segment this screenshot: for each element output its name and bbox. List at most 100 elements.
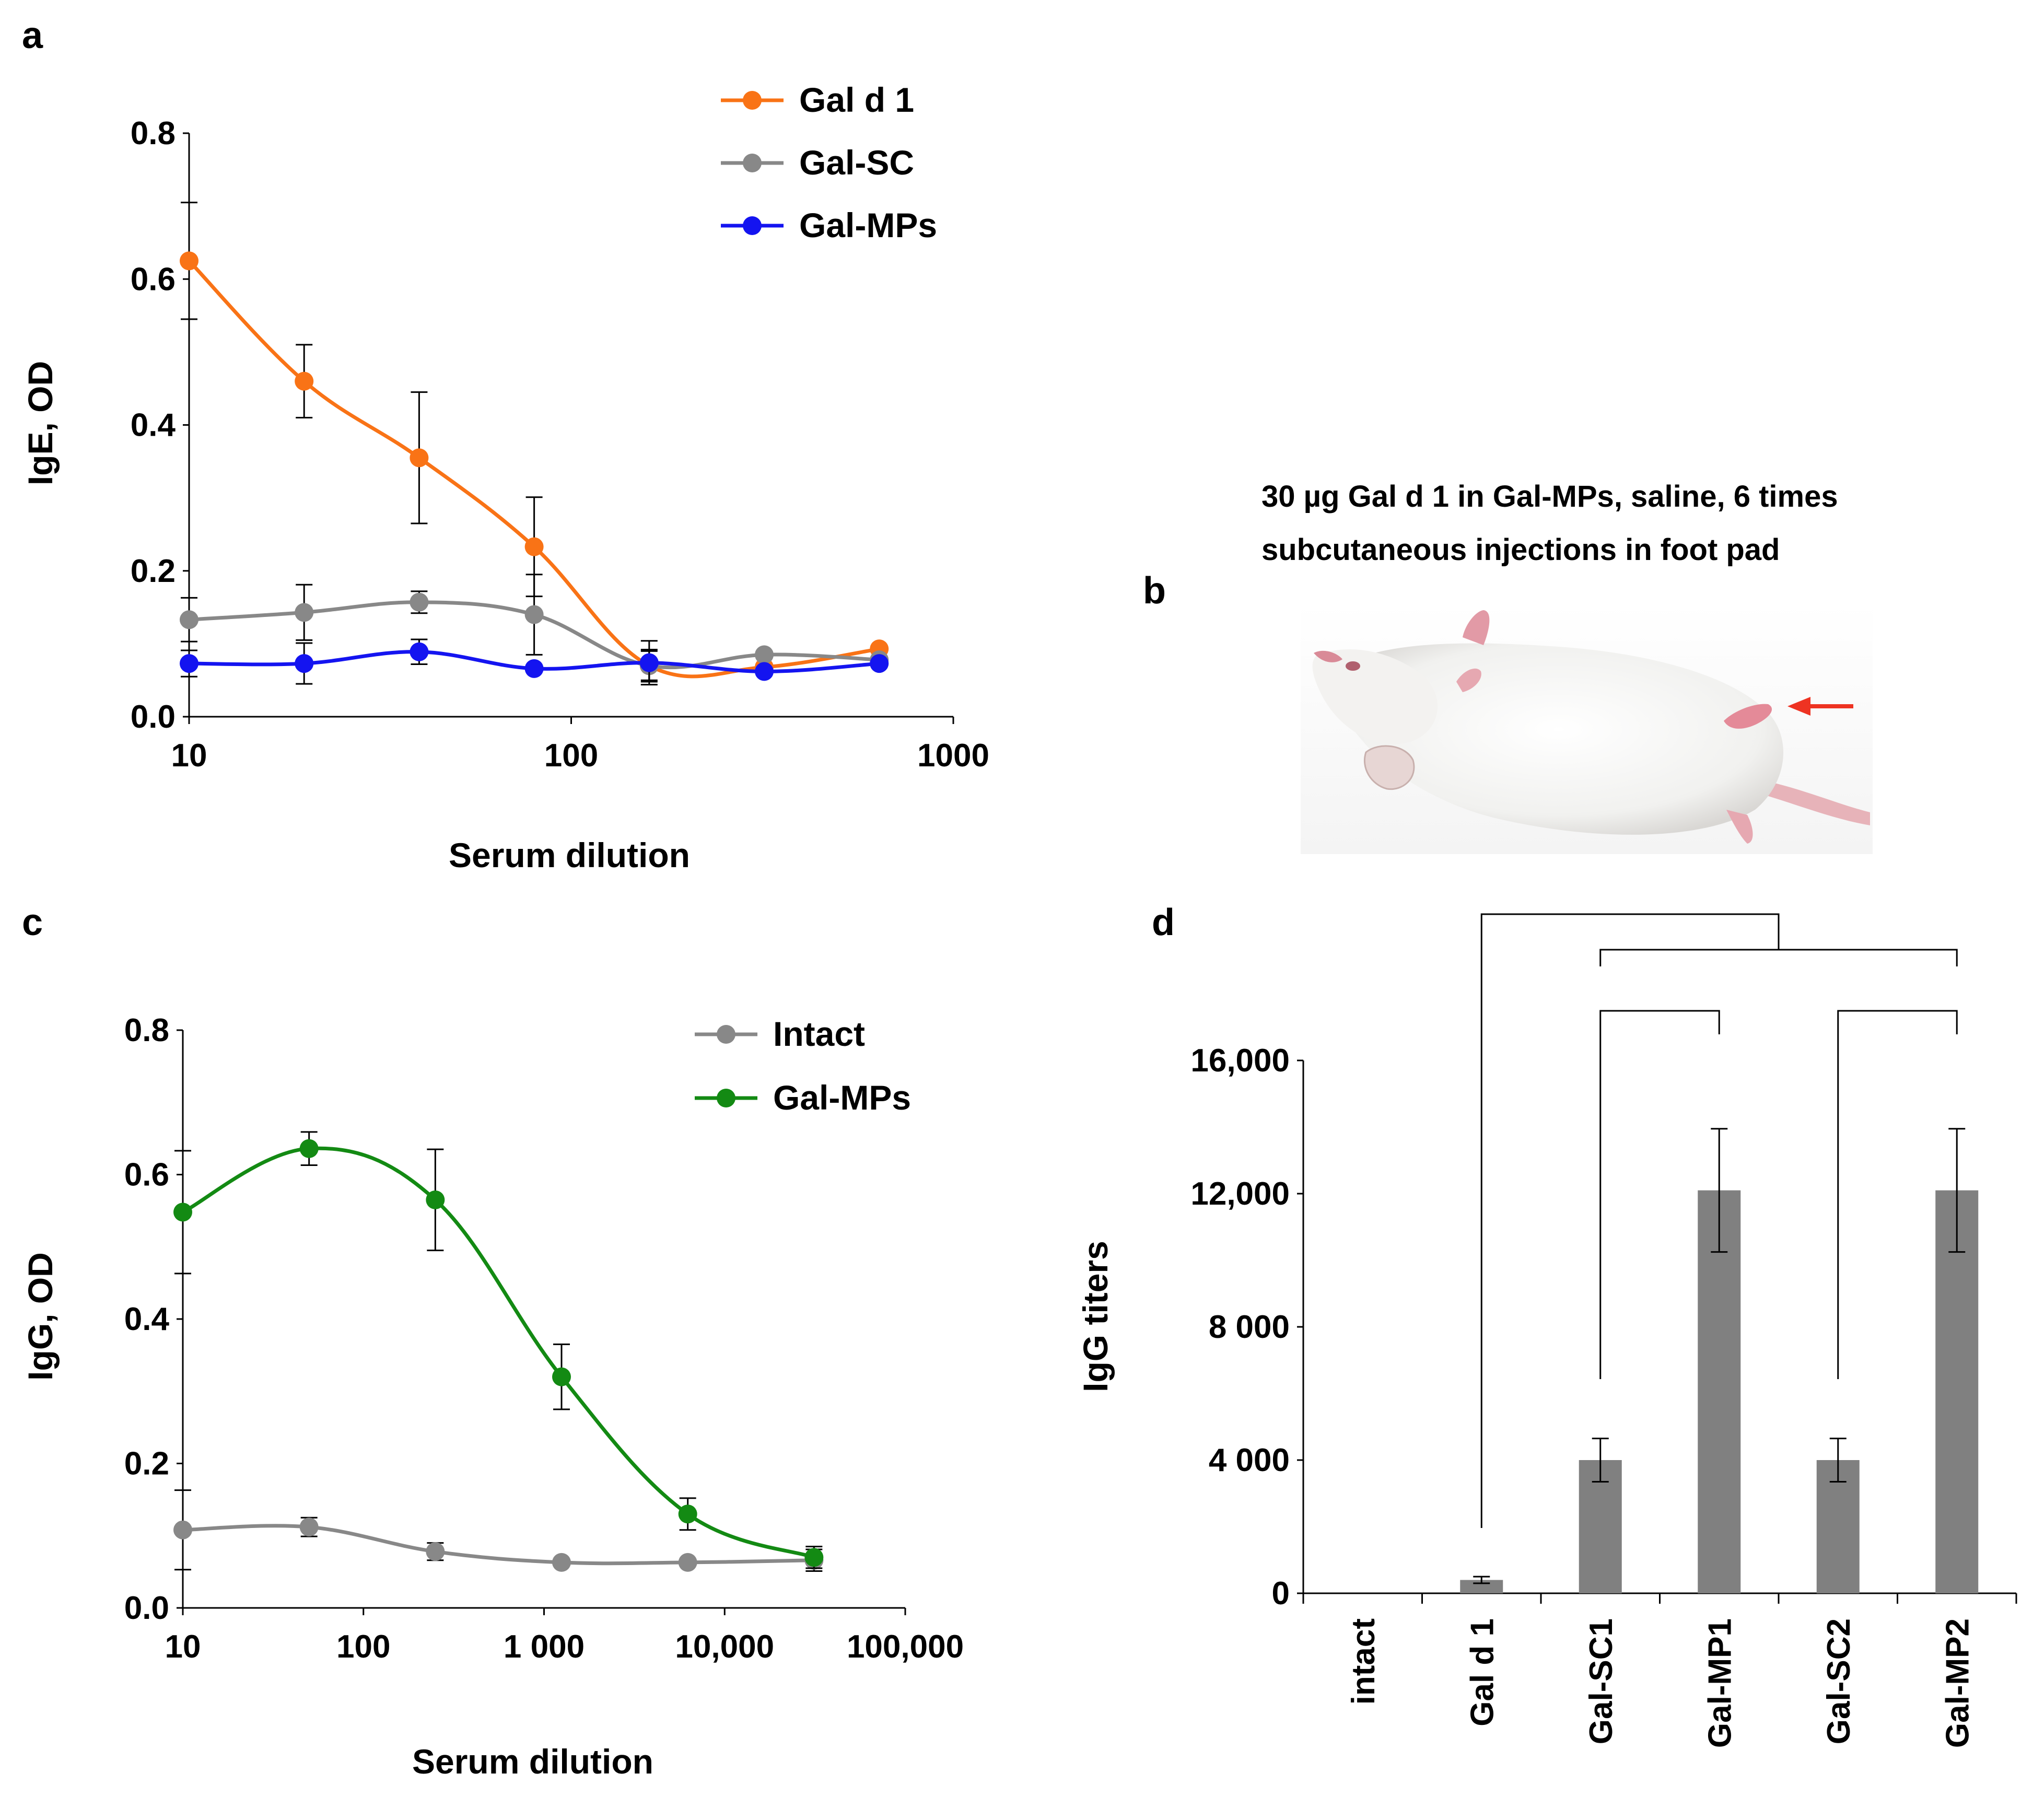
data-point	[295, 654, 314, 673]
x-tick-label: 1 000	[504, 1629, 585, 1665]
bracket-treated-groups	[1599, 949, 1958, 966]
legend-label: Gal-MPs	[773, 1078, 911, 1117]
ige-x-axis-title: Serum dilution	[449, 836, 690, 874]
ige-line-chart: 0.00.20.40.60.810 100 1000 Gal d 1Gal-SCGa…	[21, 80, 989, 874]
data-point	[524, 659, 544, 678]
injection-arrow-head	[1787, 697, 1810, 716]
legend-label: Intact	[773, 1014, 865, 1053]
igg-axes: 0.0 0.2 0.4 0.6 0.8 10 100 1 000 10,000 100,000	[124, 1012, 964, 1665]
data-point	[804, 1548, 824, 1567]
x-tick-label: 10,000	[675, 1629, 774, 1665]
panel-letter-c: c	[22, 902, 43, 943]
y-tick-label: 16,000	[1190, 1043, 1290, 1079]
mouse-photo-panel: 30 µg Gal d 1 in Gal-MPs, saline, 6 time…	[1261, 480, 1873, 854]
bracket-gald1-vs-treated	[1480, 913, 1780, 1528]
legend-label: Gal-MPs	[799, 206, 937, 244]
data-point	[299, 1139, 319, 1158]
y-tick-label: 12,000	[1190, 1176, 1290, 1212]
category-label: Gal-SC1	[1583, 1618, 1619, 1744]
legend-swatch-marker	[717, 1025, 735, 1044]
legend-label: Gal-SC	[799, 143, 914, 182]
x-tick-label: 100	[544, 738, 598, 774]
panel-letter-a: a	[22, 15, 43, 56]
category-label: Gal-SC2	[1821, 1618, 1857, 1744]
y-tick-label: 0.0	[124, 1590, 169, 1626]
data-point	[755, 662, 774, 681]
y-tick-label: 0.8	[124, 1012, 169, 1048]
mouse-hind-paw-injected	[1724, 704, 1772, 729]
legend-swatch-marker	[743, 216, 762, 235]
data-point	[426, 1190, 445, 1209]
mouse-front-paw	[1463, 610, 1490, 645]
category-label: Gal-MP1	[1702, 1618, 1738, 1748]
data-point	[410, 592, 429, 612]
series-intact	[173, 1489, 824, 1572]
mouse-ear	[1363, 745, 1415, 790]
igg-legend: Intact Gal-MPs	[695, 1014, 911, 1117]
titers-axes: 0 4 000 8 000 12,000 16,000 intact Gal d 1 Gal-…	[1190, 1043, 2017, 1748]
igg-y-axis-title: IgG, OD	[21, 1252, 60, 1381]
legend-swatch-marker	[717, 1089, 735, 1107]
x-tick-label: 10	[165, 1629, 201, 1665]
y-tick-label: 0.4	[131, 407, 176, 444]
y-tick-label: 0.8	[131, 115, 176, 151]
x-tick-label: 1000	[917, 738, 989, 774]
data-point	[524, 605, 544, 624]
bracket-sc1-mp1	[1599, 1010, 1720, 1379]
series-line	[182, 1146, 815, 1559]
data-point	[524, 537, 544, 556]
mouse-hind-paw	[1726, 810, 1753, 844]
ige-y-axis-title: IgE, OD	[21, 361, 60, 485]
mouse-front-paw-2	[1456, 668, 1481, 692]
mouse-eye	[1346, 661, 1360, 671]
panel-letter-d: d	[1152, 902, 1175, 943]
photo-caption-line-1: 30 µg Gal d 1 in Gal-MPs, saline, 6 time…	[1261, 480, 1838, 514]
legend-swatch-marker	[743, 91, 762, 110]
x-tick-label: 100	[336, 1629, 390, 1665]
data-point	[299, 1518, 319, 1537]
data-point	[678, 1553, 697, 1572]
data-point	[410, 642, 429, 661]
data-point	[295, 603, 314, 622]
x-tick-label: 10	[171, 738, 207, 774]
bar-gal-mp1	[1698, 1190, 1741, 1593]
igg-line-chart: 0.0 0.2 0.4 0.6 0.8 10 100 1 000 10,000 100,000 I…	[21, 1012, 964, 1781]
ige-axes: 0.0 0.2 0.4 0.6 0.8 10 100 1000	[131, 115, 989, 774]
series-line	[182, 1524, 814, 1566]
igg-titers-bar-chart: 0 4 000 8 000 12,000 16,000 intact Gal d 1 Gal-…	[1076, 913, 2017, 1748]
series-gal-mps	[180, 638, 889, 686]
igg-x-axis-title: Serum dilution	[412, 1742, 653, 1781]
y-tick-label: 0	[1272, 1576, 1290, 1612]
y-tick-label: 0.0	[131, 699, 176, 735]
data-point	[295, 371, 314, 391]
data-point	[173, 1203, 192, 1222]
series-gal-mps	[173, 1131, 824, 1569]
data-point	[755, 645, 774, 664]
data-point	[426, 1542, 445, 1561]
mouse-photo	[1301, 603, 1873, 854]
mouse-tail	[1761, 781, 1870, 825]
ige-legend: Gal d 1 Gal-SC Gal-MPs	[721, 80, 937, 244]
data-point	[639, 653, 659, 672]
data-point	[870, 654, 889, 673]
data-point	[552, 1553, 571, 1572]
titers-bars-layer	[1460, 1128, 1979, 1593]
photo-caption-line-2: subcutaneous injections in foot pad	[1261, 533, 1780, 567]
legend-swatch-marker	[743, 154, 762, 172]
y-tick-label: 4 000	[1209, 1442, 1290, 1478]
bracket-sc2-mp2	[1837, 1010, 1958, 1379]
data-point	[678, 1504, 697, 1524]
y-tick-label: 8 000	[1209, 1309, 1290, 1345]
data-point	[180, 610, 198, 629]
mouse-head	[1312, 649, 1438, 744]
data-point	[173, 1520, 192, 1539]
legend-label: Gal d 1	[799, 80, 914, 119]
titers-y-axis-title: IgG titers	[1076, 1241, 1115, 1392]
significance-brackets	[1480, 913, 1958, 1528]
ige-series-layer	[180, 202, 889, 686]
x-tick-label: 100,000	[847, 1629, 964, 1665]
panel-letter-b: b	[1143, 570, 1166, 612]
mouse-body	[1334, 643, 1783, 835]
data-point	[180, 251, 198, 271]
